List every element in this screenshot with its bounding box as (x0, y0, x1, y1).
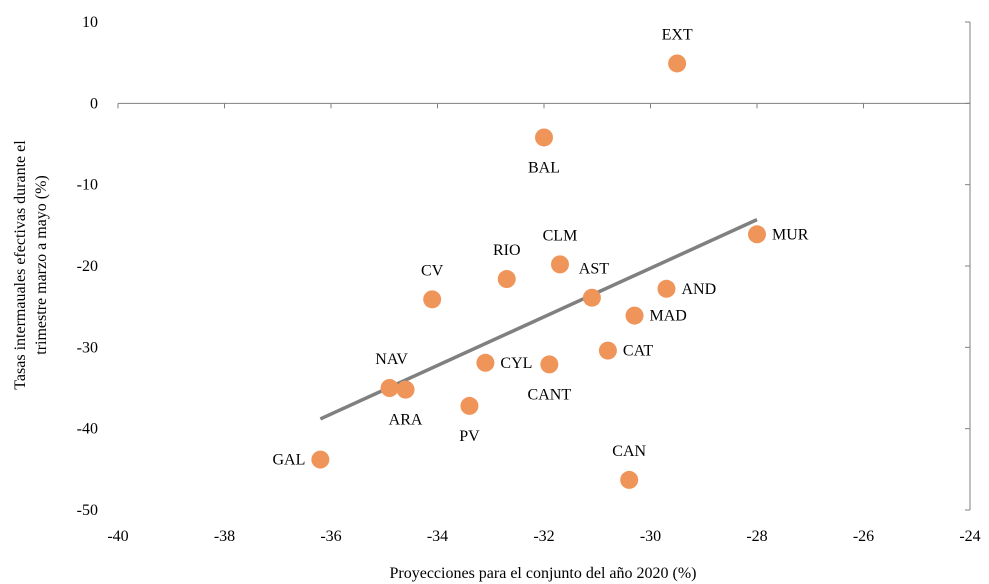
y-tick-label: -10 (77, 177, 98, 194)
data-point-ara (396, 380, 415, 399)
point-label-and: AND (681, 281, 716, 298)
point-label-ast: AST (579, 261, 609, 278)
point-label-bal: BAL (528, 159, 560, 176)
y-axis-title-line-1: Tasas intermaualеs efectivas durante el (12, 140, 29, 390)
point-label-pv: PV (459, 428, 480, 445)
point-label-cv: CV (421, 262, 444, 279)
data-point-cyl (476, 353, 495, 372)
y-axis-ticks: 10 0 -10 -20 -30 -40 -50 (77, 14, 970, 519)
point-label-cyl: CYL (500, 355, 532, 372)
point-label-clm: CLM (543, 227, 578, 244)
x-tick-label: -32 (533, 528, 554, 545)
data-point-ext (668, 54, 687, 73)
point-label-can: CAN (612, 443, 646, 460)
data-point-rio (497, 270, 516, 289)
point-label-cat: CAT (623, 343, 653, 360)
data-point-clm (550, 255, 569, 274)
x-tick-label: -26 (853, 528, 874, 545)
axes (118, 22, 971, 510)
point-label-cant: CANT (528, 386, 572, 403)
point-label-gal: GAL (272, 452, 305, 469)
data-point-pv (460, 396, 479, 415)
data-point-nav (380, 379, 399, 397)
x-tick-label: -28 (746, 528, 767, 545)
data-point-gal (311, 450, 330, 469)
data-point-cant (540, 355, 559, 374)
point-label-mur: MUR (772, 226, 809, 243)
y-tick-label: -20 (77, 258, 98, 275)
y-tick-label: -40 (77, 421, 98, 438)
data-point-bal (535, 128, 553, 147)
data-points (311, 54, 766, 489)
y-tick-label: 10 (82, 14, 98, 31)
data-point-and (657, 279, 676, 298)
x-tick-label: -34 (427, 528, 448, 545)
point-label-rio: RIO (493, 242, 521, 259)
x-tick-label: -30 (640, 528, 661, 545)
y-axis-title-line-2: trimestre marzo a mayo (%) (33, 175, 50, 354)
y-tick-label: -30 (77, 339, 98, 356)
point-label-ara: ARA (389, 412, 423, 429)
point-label-mad: MAD (650, 308, 687, 325)
point-labels: EXT BAL MUR CLM RIO AST CV AND MAD CAT CYL CANT NAV A… (272, 26, 808, 468)
data-point-ast (582, 288, 601, 307)
point-label-nav: NAV (375, 351, 408, 368)
data-point-mur (748, 225, 766, 244)
data-point-mad (625, 306, 644, 325)
x-tick-label: -38 (214, 528, 235, 545)
y-tick-label: -50 (77, 502, 98, 519)
data-point-cat (598, 341, 617, 360)
x-tick-label: -40 (107, 528, 128, 545)
x-tick-label: -24 (959, 528, 980, 545)
point-label-ext: EXT (662, 26, 693, 43)
data-point-cv (423, 290, 442, 309)
x-axis-title: Proyecciones para el conjunto del año 20… (389, 565, 696, 582)
data-point-can (620, 470, 639, 489)
x-axis-ticks: -40 -38 -36 -34 -32 -30 -28 -26 -24 (107, 103, 981, 545)
y-tick-label: 0 (90, 95, 98, 112)
x-tick-label: -36 (320, 528, 341, 545)
